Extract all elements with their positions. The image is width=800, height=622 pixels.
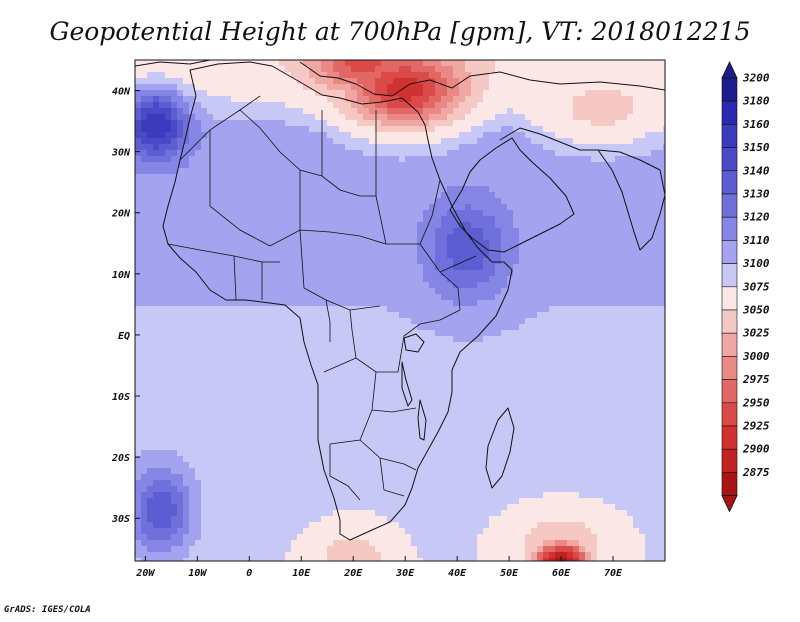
lon-tick-label: 10E [292, 568, 311, 579]
colorbar-label: 3000 [742, 350, 770, 363]
colorbar-swatch [722, 194, 737, 217]
colorbar-label: 3050 [742, 304, 770, 317]
height-field [135, 60, 670, 565]
colorbar-label: 3160 [742, 118, 770, 131]
colorbar-label: 3180 [742, 95, 770, 108]
colorbar-bottom-arrow [722, 496, 737, 512]
colorbar-label: 3100 [742, 257, 770, 270]
colorbar-swatch [722, 472, 737, 495]
colorbar-swatch [722, 148, 737, 171]
colorbar-label: 3110 [742, 234, 770, 247]
lon-tick-label: 20E [343, 568, 363, 579]
map-title: Geopotential Height at 700hPa [gpm], VT:… [49, 17, 750, 46]
lon-tick-label: 70E [604, 568, 623, 579]
colorbar-swatch [722, 217, 737, 240]
colorbar-swatch [722, 240, 737, 263]
lon-tick-label: 0 [246, 568, 252, 579]
colorbar-label: 2875 [742, 466, 770, 479]
colorbar-label: 2900 [742, 443, 770, 456]
colorbar-label: 3130 [742, 188, 770, 201]
colorbar-label: 3025 [742, 327, 770, 340]
colorbar-top-arrow [722, 62, 737, 78]
colorbar-swatch [722, 356, 737, 379]
lat-tick-label: 30S [111, 514, 130, 525]
colorbar-label: 2925 [742, 420, 770, 433]
colorbar-swatch [722, 101, 737, 124]
lon-tick-label: 30E [395, 568, 415, 579]
colorbar-swatch [722, 124, 737, 147]
colorbar-label: 3200 [742, 72, 770, 85]
colorbar-swatch [722, 380, 737, 403]
colorbar-label: 3075 [742, 280, 770, 293]
lat-tick-label: 20N [111, 209, 131, 220]
colorbar-swatch [722, 426, 737, 449]
lon-tick-label: 60E [552, 568, 571, 579]
colorbar-swatch [722, 287, 737, 310]
colorbar-swatch [722, 171, 737, 194]
colorbar-swatch [722, 403, 737, 426]
lat-tick-label: 40N [112, 87, 131, 98]
colorbar-swatch [722, 449, 737, 472]
lat-tick-label: 30N [111, 148, 131, 159]
lon-tick-label: 40E [448, 568, 467, 579]
lon-tick-label: 10W [188, 568, 207, 579]
colorbar: 3200 3180 3160 3150 3140 3130 3120 3110 3100 3075… [722, 62, 770, 512]
colorbar-label: 3120 [742, 211, 770, 224]
colorbar-label: 2950 [742, 396, 770, 409]
colorbar-swatch [722, 310, 737, 333]
colorbar-swatch [722, 264, 737, 287]
lat-tick-label: EQ [118, 331, 130, 342]
colorbar-swatch [722, 333, 737, 356]
lon-tick-label: 50E [500, 568, 519, 579]
colorbar-label: 3150 [742, 141, 770, 154]
colorbar-label: 3140 [742, 164, 770, 177]
lat-tick-label: 10N [112, 270, 131, 281]
colorbar-swatch [722, 78, 737, 101]
lon-tick-label: 20W [135, 568, 155, 579]
grads-credit: GrADS: IGES/COLA [4, 605, 91, 615]
lat-tick-label: 10S [112, 392, 130, 403]
lat-tick-label: 20S [111, 453, 130, 464]
colorbar-label: 2975 [742, 373, 770, 386]
